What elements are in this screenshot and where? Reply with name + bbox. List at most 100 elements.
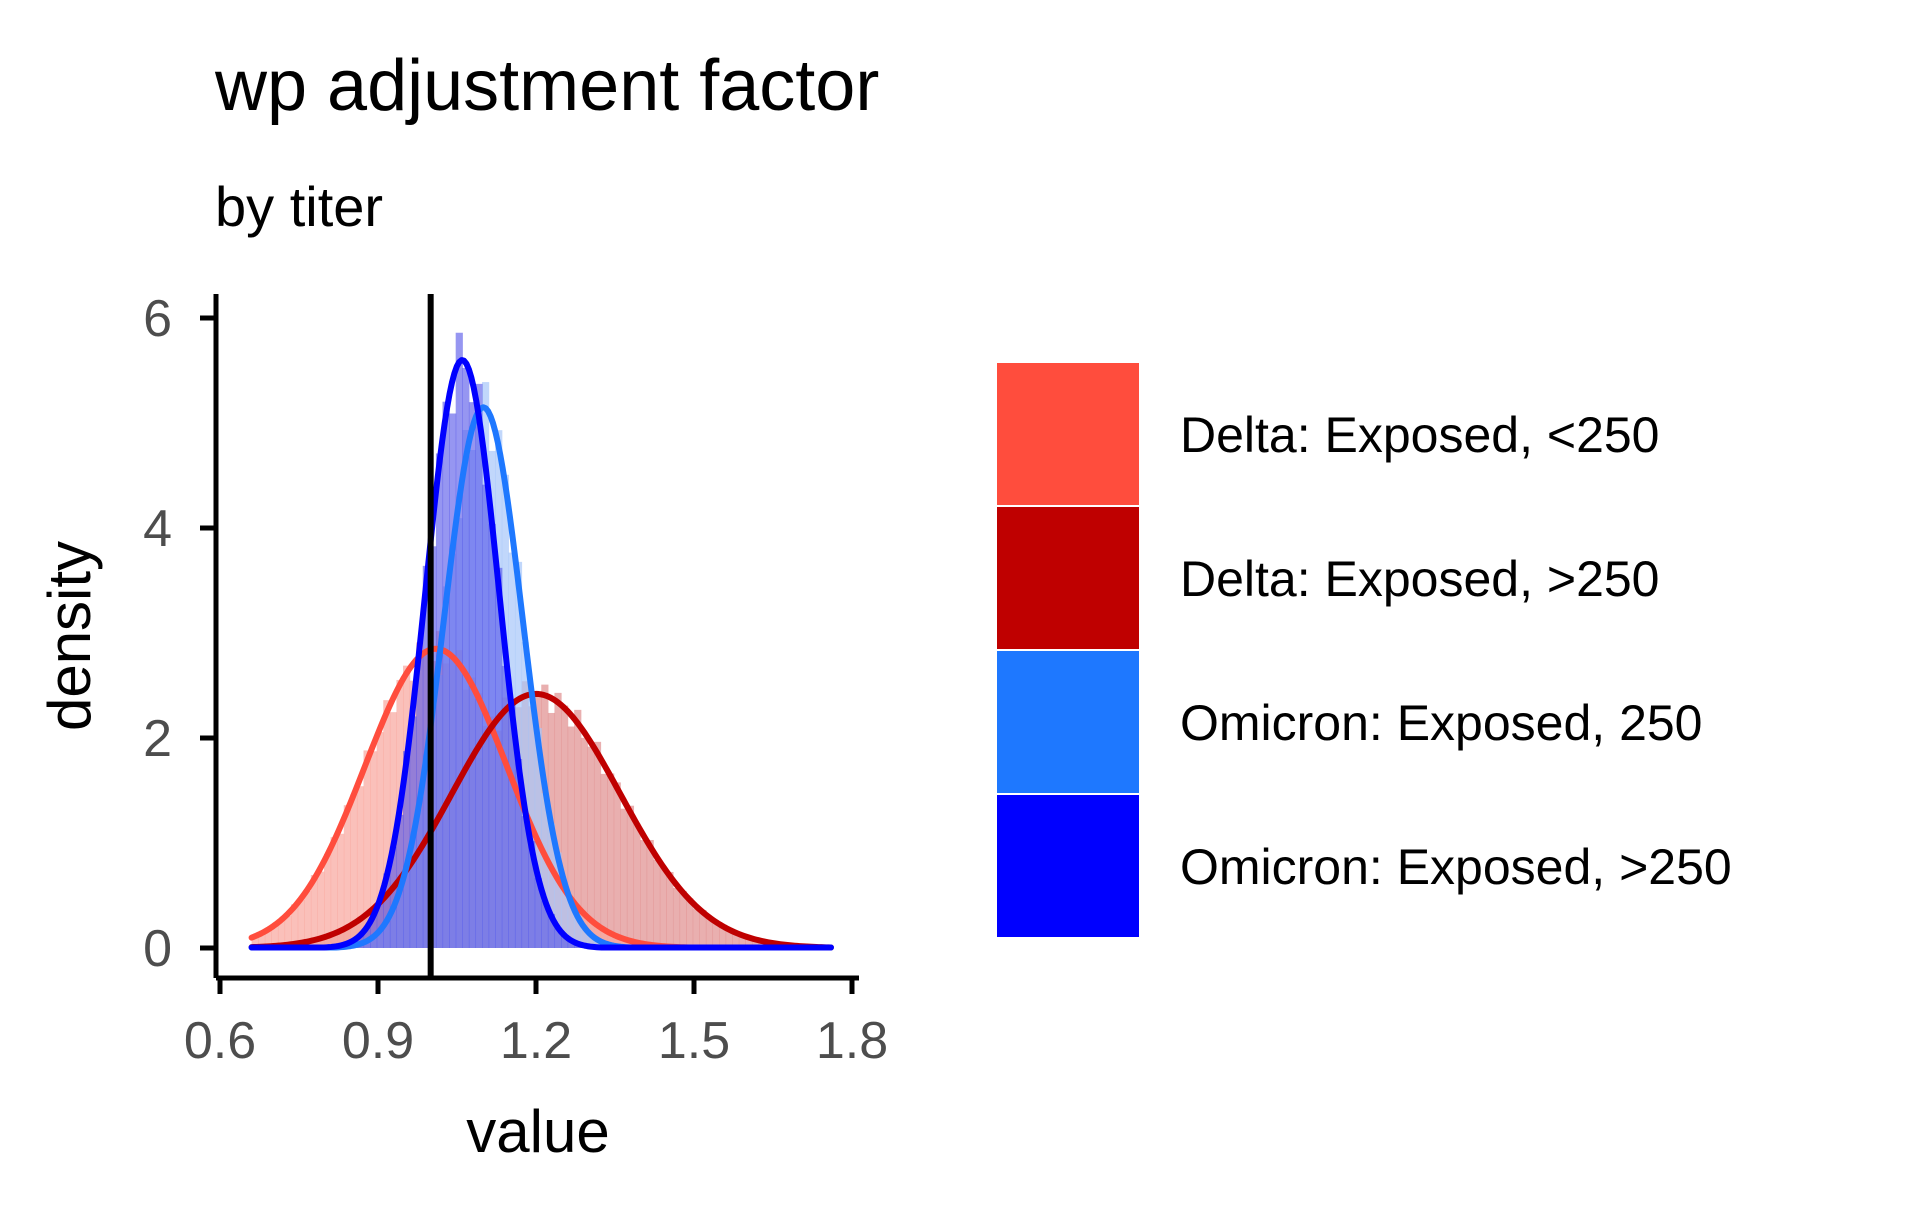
hist-bar bbox=[251, 936, 259, 948]
hist-bar bbox=[277, 919, 286, 948]
hist-bar bbox=[356, 786, 365, 948]
hist-bar bbox=[613, 782, 621, 948]
hist-bar bbox=[686, 898, 694, 948]
hist-bar bbox=[337, 833, 345, 948]
hist-bar bbox=[692, 908, 700, 948]
x-tick-label: 0.6 bbox=[184, 1012, 256, 1070]
hist-bar bbox=[580, 737, 588, 948]
hist-bar bbox=[304, 890, 312, 948]
hist-bar bbox=[547, 823, 556, 948]
hist-bar bbox=[751, 939, 760, 948]
hist-bar bbox=[383, 700, 391, 948]
hist-bar bbox=[561, 885, 569, 948]
hist-bar bbox=[593, 939, 602, 948]
hist-bar bbox=[640, 840, 648, 948]
y-tick-label: 4 bbox=[143, 500, 172, 558]
hist-bar bbox=[449, 413, 457, 948]
hist-bar bbox=[738, 934, 746, 948]
chart-title: wp adjustment factor bbox=[214, 46, 879, 126]
legend-label: Delta: Exposed, >250 bbox=[1180, 551, 1660, 607]
hist-bar bbox=[732, 932, 740, 948]
hist-bar bbox=[363, 750, 371, 948]
legend: Delta: Exposed, <250 Delta: Exposed, >250… bbox=[995, 361, 1732, 939]
hist-bar bbox=[310, 875, 319, 948]
hist-bar bbox=[659, 867, 667, 948]
y-tick-label: 6 bbox=[143, 290, 172, 348]
hist-bar bbox=[607, 773, 615, 948]
hist-bar bbox=[646, 839, 654, 948]
x-tick-label: 1.2 bbox=[500, 1012, 572, 1070]
hist-bar bbox=[317, 871, 325, 948]
hist-bar bbox=[567, 940, 575, 948]
legend-label: Omicron: Exposed, 250 bbox=[1180, 695, 1703, 751]
hist-bar bbox=[620, 808, 628, 948]
hist-bar bbox=[719, 924, 727, 948]
legend-label: Delta: Exposed, <250 bbox=[1180, 407, 1660, 463]
y-axis-label: density bbox=[36, 541, 103, 731]
hist-bar bbox=[620, 938, 628, 948]
hist-bar bbox=[712, 922, 720, 948]
hist-bar bbox=[389, 846, 398, 948]
hist-bar bbox=[435, 453, 444, 948]
density-curve-2 bbox=[248, 690, 834, 951]
hist-bar bbox=[600, 773, 608, 948]
hist-bar bbox=[705, 917, 714, 948]
hist-bar bbox=[383, 873, 391, 948]
hist-bar bbox=[258, 932, 266, 948]
hist-bar bbox=[376, 732, 384, 948]
hist-bar bbox=[547, 913, 556, 948]
hist-bar bbox=[574, 709, 582, 948]
hist-bar bbox=[468, 402, 477, 948]
hist-bar bbox=[376, 902, 384, 948]
hist-bar bbox=[699, 910, 707, 948]
hist-bar bbox=[626, 805, 635, 948]
hist-bar bbox=[297, 899, 305, 948]
density-curve-4 bbox=[248, 357, 834, 951]
y-axis-ticks: 0 2 4 6 bbox=[143, 290, 216, 978]
hist-bar bbox=[403, 751, 411, 948]
hist-bar bbox=[495, 567, 503, 948]
density-curves bbox=[248, 357, 834, 951]
hist-bar bbox=[587, 746, 595, 948]
hist-bar bbox=[508, 700, 516, 948]
hist-bar bbox=[501, 665, 509, 948]
hist-bar bbox=[574, 916, 582, 948]
hist-bar bbox=[580, 928, 588, 948]
hist-bar bbox=[343, 805, 351, 948]
chart-subtitle: by titer bbox=[215, 175, 383, 238]
hist-bar bbox=[514, 759, 523, 948]
hist-bar bbox=[758, 940, 766, 948]
hist-bar bbox=[745, 938, 753, 948]
hist-bar bbox=[291, 904, 299, 948]
legend-swatch bbox=[995, 505, 1141, 651]
hist-bar bbox=[725, 930, 733, 948]
hist-bar bbox=[600, 928, 608, 948]
hist-bar bbox=[567, 899, 575, 948]
hist-bar bbox=[455, 332, 463, 948]
hist-bar bbox=[330, 837, 338, 948]
hist-bar bbox=[666, 871, 674, 948]
hist-bar bbox=[554, 692, 562, 948]
legend-label: Omicron: Exposed, >250 bbox=[1180, 839, 1732, 895]
hist-bar bbox=[350, 794, 358, 948]
legend-swatch bbox=[995, 793, 1141, 939]
hist-bar bbox=[284, 915, 292, 948]
hist-bar bbox=[324, 853, 332, 948]
hist-bar bbox=[541, 900, 549, 948]
hist-bar bbox=[264, 930, 272, 948]
x-tick-label: 1.5 bbox=[658, 1012, 730, 1070]
hist-bar bbox=[528, 841, 536, 948]
hist-bar bbox=[672, 887, 681, 948]
hist-bar bbox=[561, 935, 569, 948]
hist-bar bbox=[554, 928, 562, 948]
hist-bar bbox=[475, 383, 483, 948]
hist-bar bbox=[593, 741, 602, 948]
y-tick-label: 2 bbox=[143, 710, 172, 768]
hist-bar bbox=[679, 890, 687, 948]
hist-bar bbox=[607, 934, 615, 948]
hist-bar bbox=[554, 852, 562, 948]
hist-bar bbox=[567, 726, 575, 948]
hist-bar bbox=[613, 935, 621, 948]
